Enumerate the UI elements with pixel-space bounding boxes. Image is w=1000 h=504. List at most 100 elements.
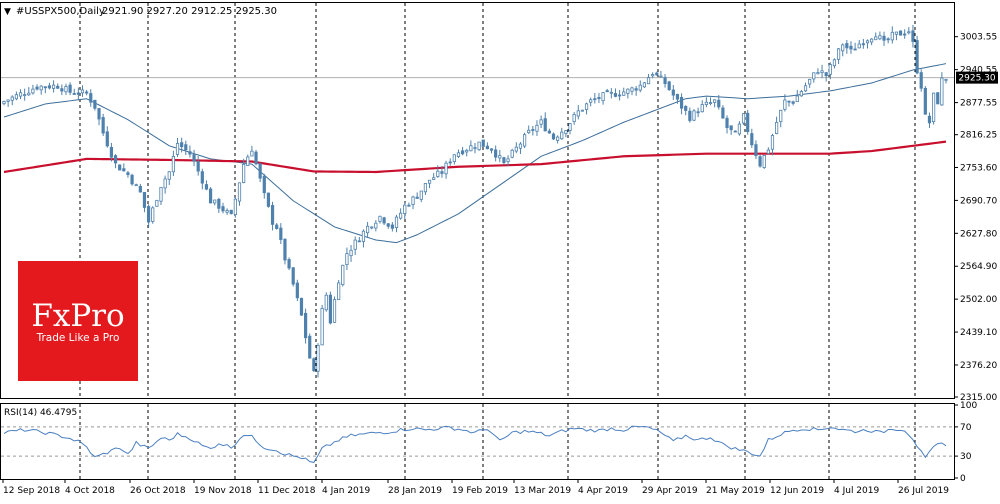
y-axis-tick-label: 2627.80 (960, 229, 997, 239)
rsi-line (3, 425, 947, 463)
x-axis-tick-label: 26 Jul 2019 (898, 486, 949, 496)
candle-body (64, 86, 68, 93)
candle-body (357, 240, 361, 243)
candle-body (76, 92, 80, 95)
candle-body (704, 101, 708, 105)
candle-body (613, 93, 618, 97)
candle-body (696, 111, 700, 114)
ma-short-line (3, 63, 947, 244)
candle-body (56, 85, 60, 89)
candle-body (448, 161, 452, 164)
candle-body (923, 87, 927, 115)
x-axis-tick-label: 26 Oct 2018 (130, 486, 186, 496)
candle-body (258, 163, 262, 179)
candle-body (903, 33, 907, 36)
candle-body (105, 131, 109, 147)
dropdown-arrow-icon[interactable]: ▼ (4, 7, 11, 17)
candle-body (477, 141, 481, 151)
candle-body (489, 148, 494, 151)
candle-body (213, 199, 217, 204)
candle-body (399, 212, 403, 219)
candle-body (799, 91, 803, 97)
candle-body (217, 198, 221, 209)
candle-body (684, 106, 688, 111)
candle-body (419, 190, 423, 200)
candle-body (287, 259, 291, 269)
candle-body (229, 209, 233, 214)
candle-body (118, 164, 122, 171)
rsi-axis-tick-label: 70 (960, 423, 972, 433)
candle-body (700, 104, 704, 113)
candle-body (584, 103, 589, 110)
candle-body (134, 184, 138, 187)
candle-body (514, 146, 518, 152)
candle-body (936, 92, 940, 105)
candle-body (775, 122, 779, 134)
x-axis-tick-label: 19 Nov 2018 (194, 486, 252, 496)
candle-body (403, 204, 407, 214)
candle-body (543, 118, 547, 132)
candle-body (80, 89, 85, 94)
candle-body (2, 101, 6, 105)
candle-body (551, 133, 556, 140)
candle-body (944, 78, 948, 81)
candle-body (572, 114, 576, 123)
candle-body (667, 81, 671, 91)
candle-body (122, 168, 126, 172)
candle-body (452, 154, 456, 163)
candle-body (791, 101, 795, 104)
candle-body (708, 102, 713, 104)
rsi-axis-tick-label: 30 (960, 452, 972, 462)
rsi-axis-tick-label: 100 (960, 401, 977, 411)
candle-body (304, 312, 308, 339)
y-axis-tick-label: 2564.90 (960, 262, 997, 272)
candle-body (27, 92, 31, 96)
candle-body (849, 45, 853, 50)
ma-long-line (3, 140, 947, 174)
candle-body (332, 299, 337, 323)
candle-body (733, 130, 737, 133)
candle-body (374, 222, 378, 229)
candle-body (919, 72, 923, 89)
candle-body (746, 112, 750, 133)
candle-body (750, 133, 754, 146)
candle-body (167, 171, 171, 180)
candle-body (828, 64, 832, 75)
candle-body (47, 85, 52, 89)
candle-body (312, 358, 316, 372)
candle-body (151, 207, 155, 222)
candle-body (754, 144, 758, 156)
x-axis-tick-label: 21 May 2019 (706, 486, 765, 496)
x-axis-tick-label: 13 Mar 2019 (514, 486, 571, 496)
candle-body (915, 40, 919, 74)
ohlc-values: 2921.90 2927.20 2912.25 2925.30 (102, 6, 277, 17)
candle-body (911, 30, 915, 42)
fxpro-logo (18, 261, 138, 381)
candle-body (365, 225, 370, 234)
candle-body (68, 84, 72, 93)
candle-body (85, 91, 89, 94)
candle-body (580, 109, 585, 112)
y-axis-tick-label: 2940.55 (960, 66, 997, 76)
candle-body (225, 210, 229, 213)
candle-body (803, 85, 808, 92)
candle-body (72, 93, 76, 95)
x-axis-tick-label: 11 Dec 2018 (258, 486, 316, 496)
candle-body (126, 172, 130, 176)
candle-body (184, 144, 188, 151)
candle-body (275, 224, 279, 229)
candle-body (642, 82, 646, 88)
candle-body (502, 157, 506, 164)
x-axis-tick-label: 19 Feb 2019 (452, 486, 508, 496)
candle-body (308, 335, 312, 359)
candle-body (609, 91, 613, 94)
candle-body (436, 170, 440, 177)
candle-body (370, 226, 374, 229)
candle-body (386, 223, 390, 227)
candle-body (101, 117, 105, 134)
symbol-label: #USSPX500,Daily (16, 6, 105, 17)
candle-body (601, 92, 605, 102)
candle-body (266, 192, 271, 207)
candle-body (861, 43, 865, 46)
